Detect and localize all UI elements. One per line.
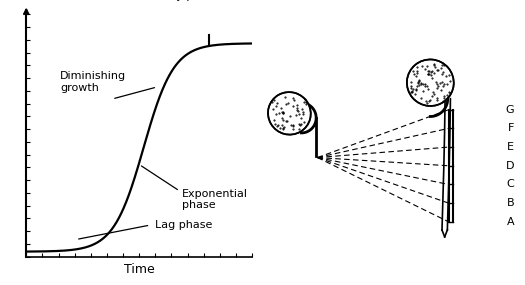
Text: Lag phase: Lag phase: [155, 220, 212, 230]
Text: Growth: Growth: [0, 113, 3, 158]
Text: A: A: [507, 217, 514, 227]
Text: C: C: [507, 180, 514, 190]
Text: Diminishing
growth: Diminishing growth: [60, 71, 126, 93]
Text: Exponential
phase: Exponential phase: [182, 189, 248, 210]
Ellipse shape: [268, 92, 311, 135]
Ellipse shape: [407, 60, 454, 106]
Text: F: F: [508, 123, 514, 133]
X-axis label: Time: Time: [124, 263, 154, 276]
Text: G: G: [506, 105, 514, 115]
Text: B: B: [507, 198, 514, 208]
Text: Stationary phase: Stationary phase: [125, 0, 220, 1]
Text: E: E: [507, 142, 514, 152]
Text: D: D: [506, 161, 514, 171]
